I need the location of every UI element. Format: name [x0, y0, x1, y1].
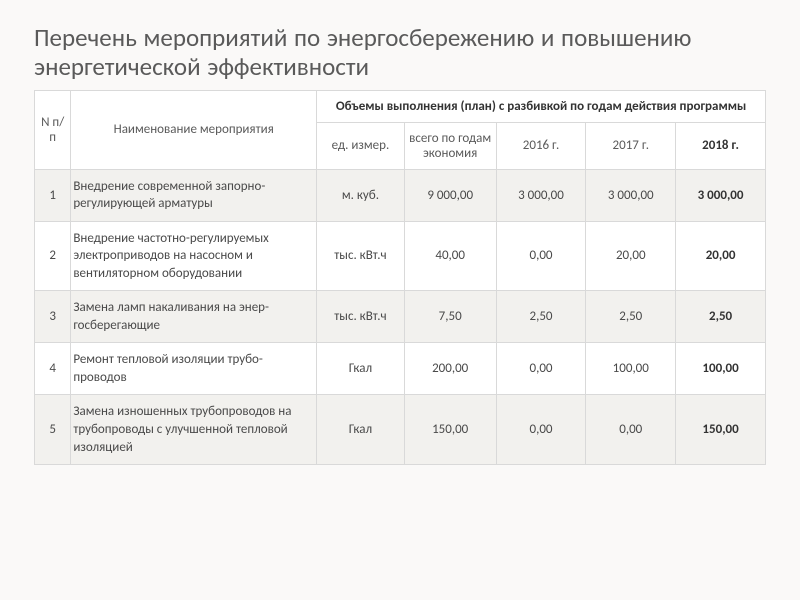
measures-table: N п/п Наименование мероприятия Объемы вы…	[34, 90, 766, 466]
cell-2016: 0,00	[496, 343, 586, 395]
cell-2018: 2,50	[676, 291, 766, 343]
th-group: Объемы выполнения (план) с разбивкой по …	[317, 90, 766, 122]
cell-n: 3	[35, 291, 71, 343]
cell-total: 150,00	[404, 395, 496, 465]
th-2016: 2016 г.	[496, 122, 586, 169]
cell-total: 200,00	[404, 343, 496, 395]
cell-name: Внедрение современной запорно-регулирующ…	[71, 169, 317, 221]
cell-n: 5	[35, 395, 71, 465]
cell-unit: м. куб.	[317, 169, 405, 221]
cell-2016: 0,00	[496, 221, 586, 291]
cell-2018: 150,00	[676, 395, 766, 465]
th-2017: 2017 г.	[586, 122, 676, 169]
cell-name: Замена изношенных трубопроводов на трубо…	[71, 395, 317, 465]
cell-total: 9 000,00	[404, 169, 496, 221]
th-n: N п/п	[35, 90, 71, 169]
cell-n: 2	[35, 221, 71, 291]
cell-name: Ремонт тепловой изоляции трубо-проводов	[71, 343, 317, 395]
cell-n: 1	[35, 169, 71, 221]
cell-unit: Гкал	[317, 395, 405, 465]
page-title: Перечень мероприятий по энергосбережению…	[34, 24, 766, 82]
table-row: 4 Ремонт тепловой изоляции трубо-проводо…	[35, 343, 766, 395]
cell-unit: Гкал	[317, 343, 405, 395]
cell-name: Внедрение частотно-регулируемых электроп…	[71, 221, 317, 291]
table-row: 3 Замена ламп накаливания на энер-госбер…	[35, 291, 766, 343]
th-total: всего по годам экономия	[404, 122, 496, 169]
cell-unit: тыс. кВт.ч	[317, 291, 405, 343]
cell-unit: тыс. кВт.ч	[317, 221, 405, 291]
cell-2017: 3 000,00	[586, 169, 676, 221]
th-unit: ед. измер.	[317, 122, 405, 169]
cell-2016: 2,50	[496, 291, 586, 343]
slide: Перечень мероприятий по энергосбережению…	[0, 0, 800, 600]
table-body: 1 Внедрение современной запорно-регулиру…	[35, 169, 766, 465]
cell-2017: 2,50	[586, 291, 676, 343]
cell-2017: 0,00	[586, 395, 676, 465]
cell-2017: 20,00	[586, 221, 676, 291]
cell-name: Замена ламп накаливания на энер-госберег…	[71, 291, 317, 343]
cell-2016: 0,00	[496, 395, 586, 465]
th-2018: 2018 г.	[676, 122, 766, 169]
table-row: 5 Замена изношенных трубопроводов на тру…	[35, 395, 766, 465]
table-row: 1 Внедрение современной запорно-регулиру…	[35, 169, 766, 221]
cell-total: 40,00	[404, 221, 496, 291]
th-name: Наименование мероприятия	[71, 90, 317, 169]
cell-2018: 100,00	[676, 343, 766, 395]
cell-2016: 3 000,00	[496, 169, 586, 221]
cell-n: 4	[35, 343, 71, 395]
cell-2018: 20,00	[676, 221, 766, 291]
cell-total: 7,50	[404, 291, 496, 343]
cell-2017: 100,00	[586, 343, 676, 395]
cell-2018: 3 000,00	[676, 169, 766, 221]
table-row: 2 Внедрение частотно-регулируемых электр…	[35, 221, 766, 291]
table-header: N п/п Наименование мероприятия Объемы вы…	[35, 90, 766, 169]
